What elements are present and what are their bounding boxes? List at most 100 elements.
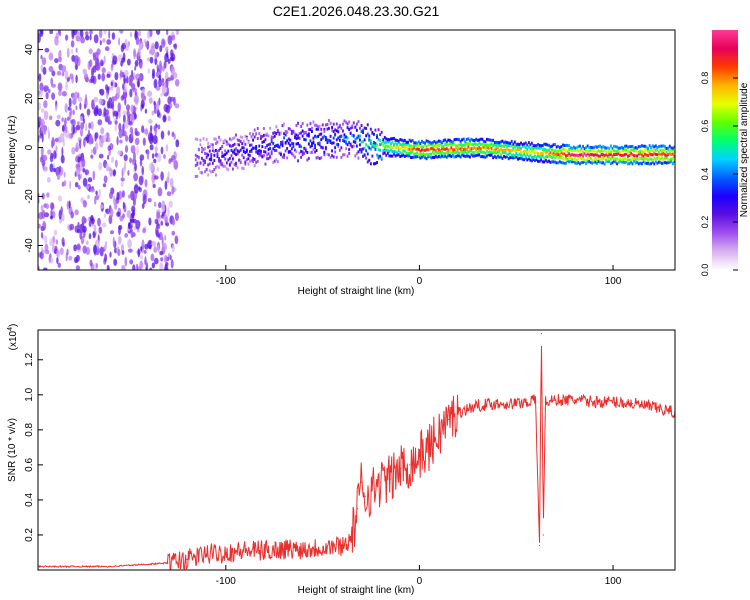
- spectrogram-ridge-cell: [540, 146, 543, 150]
- spectrogram-ridge-cell: [351, 145, 354, 148]
- spectrogram-noise-cell: [153, 201, 157, 207]
- spectrogram-ridge-cell: [606, 154, 609, 158]
- spectrogram-ridge-cell: [546, 155, 549, 158]
- spectrogram-noise-cell: [130, 104, 134, 114]
- spectrogram-noise-cell: [77, 121, 80, 126]
- spectrogram-ridge-cell: [574, 148, 577, 152]
- spectrogram-noise-cell: [166, 30, 169, 36]
- spectrogram-ridge-cell: [484, 143, 487, 147]
- spectrogram-noise-cell: [54, 58, 59, 64]
- colorbar: 0.00.20.40.60.8 Normalized spectral ampl…: [700, 30, 750, 276]
- spectrogram-ridge-cell: [413, 152, 416, 156]
- spectrogram-ridge-cell: [513, 149, 516, 153]
- spectrogram-noise-cell: [144, 179, 148, 188]
- spectrogram-ridge-cell: [534, 159, 536, 163]
- spectrogram-noise-cell: [91, 99, 95, 109]
- spectrogram-ridge-cell: [517, 148, 519, 152]
- spectrogram-ridge-cell: [608, 152, 611, 156]
- spectrogram-ridge-cell: [307, 128, 310, 132]
- spectrogram-ridge-cell: [205, 138, 208, 142]
- spectrogram-ridge-cell: [611, 154, 614, 158]
- spectrogram-ridge-cell: [453, 151, 456, 155]
- spectrogram-ridge-cell: [459, 155, 462, 159]
- spectrogram-ridge-cell: [359, 138, 361, 142]
- spectrogram-ridge-cell: [486, 154, 488, 158]
- spectrogram-ridge-cell: [619, 153, 622, 157]
- spectrogram-ridge-cell: [523, 152, 526, 156]
- spectrogram-ridge-cell: [605, 150, 608, 154]
- spectrogram-ridge-cell: [544, 148, 547, 152]
- spectrogram-noise-cell: [154, 257, 159, 265]
- spectrogram-ridge-cell: [227, 142, 230, 146]
- spectrogram-noise-cell: [107, 115, 111, 125]
- spectrogram-ridge-cell: [272, 131, 275, 135]
- spectrogram-noise-cell: [80, 36, 85, 44]
- spectrogram-ridge-cell: [261, 135, 264, 139]
- spectrogram-noise-cell: [61, 213, 65, 222]
- spectrogram-ridge-cell: [475, 147, 478, 151]
- spectrogram-ridge-cell: [247, 162, 250, 166]
- spectrogram-ridge-cell: [520, 156, 522, 160]
- spectrogram-ridge-cell: [357, 156, 360, 160]
- spectrogram-ridge-cell: [620, 160, 623, 164]
- spectrogram-ridge-cell: [430, 156, 433, 160]
- spectrogram-noise-cell: [151, 110, 154, 116]
- spectrogram-ridge-cell: [492, 143, 495, 147]
- spectrogram-ridge-cell: [665, 156, 668, 160]
- spectrogram-noise-cell: [130, 228, 134, 239]
- spectrogram-ridge-cell: [529, 153, 532, 157]
- spectrogram-ridge-cell: [422, 148, 425, 152]
- spectrogram-ridge-cell: [411, 155, 414, 159]
- spectrogram-ridge-cell: [469, 155, 471, 159]
- spectrogram-noise-cell: [48, 66, 54, 72]
- spectrogram-ridge-cell: [642, 158, 645, 162]
- spectrogram-noise-cell: [41, 132, 44, 143]
- spectrogram-ridge-cell: [338, 135, 341, 139]
- spectrogram-noise-cell: [168, 200, 173, 208]
- spectrogram-noise-cell: [174, 79, 180, 87]
- spectrogram-ridge-cell: [424, 153, 426, 157]
- spectrogram-ridge-cell: [541, 154, 544, 158]
- spectrogram-noise-cell: [84, 123, 88, 132]
- spectrogram-ridge-cell: [298, 136, 301, 140]
- snr-data-point: [542, 534, 544, 536]
- spectrogram-ridge-cell: [512, 156, 515, 160]
- spectrogram-ridge-cell: [241, 135, 244, 139]
- spectrogram-ridge-cell: [328, 119, 330, 122]
- spectrogram-ridge-cell: [236, 166, 239, 170]
- spectrogram-ridge-cell: [249, 143, 251, 147]
- spectrogram-ridge-cell: [253, 128, 256, 132]
- spectrogram-ridge-cell: [650, 153, 653, 157]
- spectrogram-ridge-cell: [665, 150, 668, 154]
- spectrogram-ridge-cell: [416, 147, 419, 151]
- spectrogram-ridge-cell: [360, 150, 363, 154]
- spectrogram-ridge-cell: [390, 137, 392, 141]
- spectrogram-ridge-cell: [211, 148, 214, 152]
- spectrogram-ridge-cell: [568, 160, 570, 164]
- spectrogram-ridge-cell: [252, 157, 254, 160]
- spectrogram-ridge-cell: [527, 155, 530, 159]
- spectrogram-noise-cell: [57, 82, 63, 91]
- spectrogram-noise-cell: [44, 235, 48, 245]
- spectrogram-ridge-cell: [583, 160, 586, 164]
- spectrogram-ridge-cell: [668, 160, 671, 164]
- spectrogram-ridge-cell: [476, 151, 479, 155]
- spectrogram-ridge-cell: [278, 151, 281, 155]
- spectrogram-ridge-cell: [328, 153, 330, 157]
- spectrogram-ridge-cell: [503, 144, 505, 148]
- spectrogram-ridge-cell: [222, 154, 225, 158]
- spectrogram-ridge-cell: [383, 146, 386, 149]
- spectrogram-ridge-cell: [574, 146, 577, 150]
- spectrogram-ridge-cell: [323, 129, 326, 133]
- snr-data-point: [370, 490, 372, 492]
- spectrogram-ridge-cell: [317, 134, 320, 138]
- spectrogram-ridge-cell: [520, 150, 522, 154]
- spectrogram-ridge-cell: [487, 143, 490, 147]
- spectrogram-ridge-cell: [363, 126, 366, 130]
- spectrogram-ridge-cell: [630, 158, 632, 162]
- spectrogram-ridge-cell: [202, 158, 205, 162]
- spectrogram-ridge-cell: [476, 143, 479, 147]
- spectrogram-ridge-cell: [318, 141, 321, 145]
- spectrogram-ridge-cell: [548, 143, 550, 147]
- spectrogram-ridge-cell: [645, 148, 648, 152]
